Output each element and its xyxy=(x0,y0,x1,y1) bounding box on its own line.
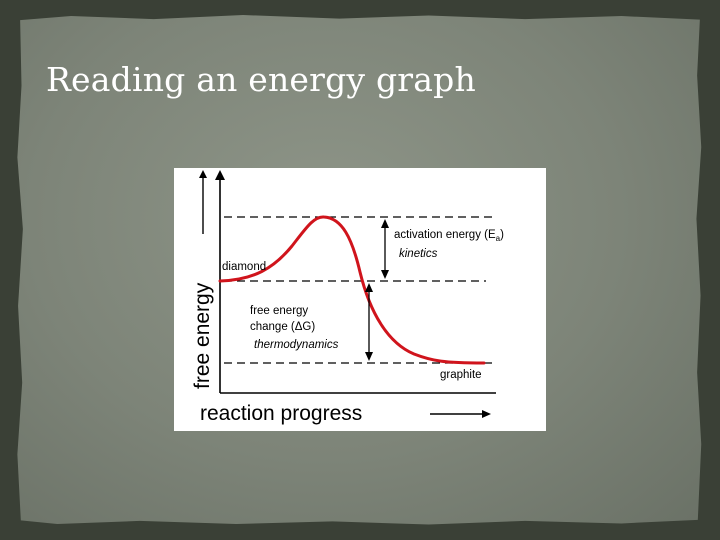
diamond-label: diamond xyxy=(222,261,266,273)
x-axis-label: reaction progress xyxy=(200,402,362,425)
y-axis-arrow xyxy=(215,170,225,180)
activation-energy-arrow-bottom xyxy=(381,270,389,279)
slide-title: Reading an energy graph xyxy=(46,60,476,99)
activation-energy-close: ) xyxy=(500,229,504,241)
x-label-arrow-head xyxy=(482,410,491,418)
activation-energy-text: activation energy (E xyxy=(394,229,496,241)
y-axis-label: free energy xyxy=(191,282,214,389)
activation-energy-arrow-top xyxy=(381,219,389,228)
free-energy-change-label-line1: free energy xyxy=(250,305,308,317)
delta-g-arrow-top xyxy=(365,283,373,292)
activation-energy-label: activation energy (Ea) xyxy=(394,229,504,243)
activation-energy-subscript: a xyxy=(496,234,501,243)
energy-diagram: free energy reaction progress diamond gr… xyxy=(174,168,546,431)
energy-curve xyxy=(218,215,486,365)
energy-diagram-svg: free energy reaction progress diamond gr… xyxy=(191,170,504,425)
y-label-arrow-head xyxy=(199,170,207,178)
delta-g-arrow-bottom xyxy=(365,352,373,361)
graphite-label: graphite xyxy=(440,369,482,381)
thermodynamics-label: thermodynamics xyxy=(254,339,339,351)
free-energy-change-label-line2: change (ΔG) xyxy=(250,321,315,333)
kinetics-label: kinetics xyxy=(399,248,438,260)
